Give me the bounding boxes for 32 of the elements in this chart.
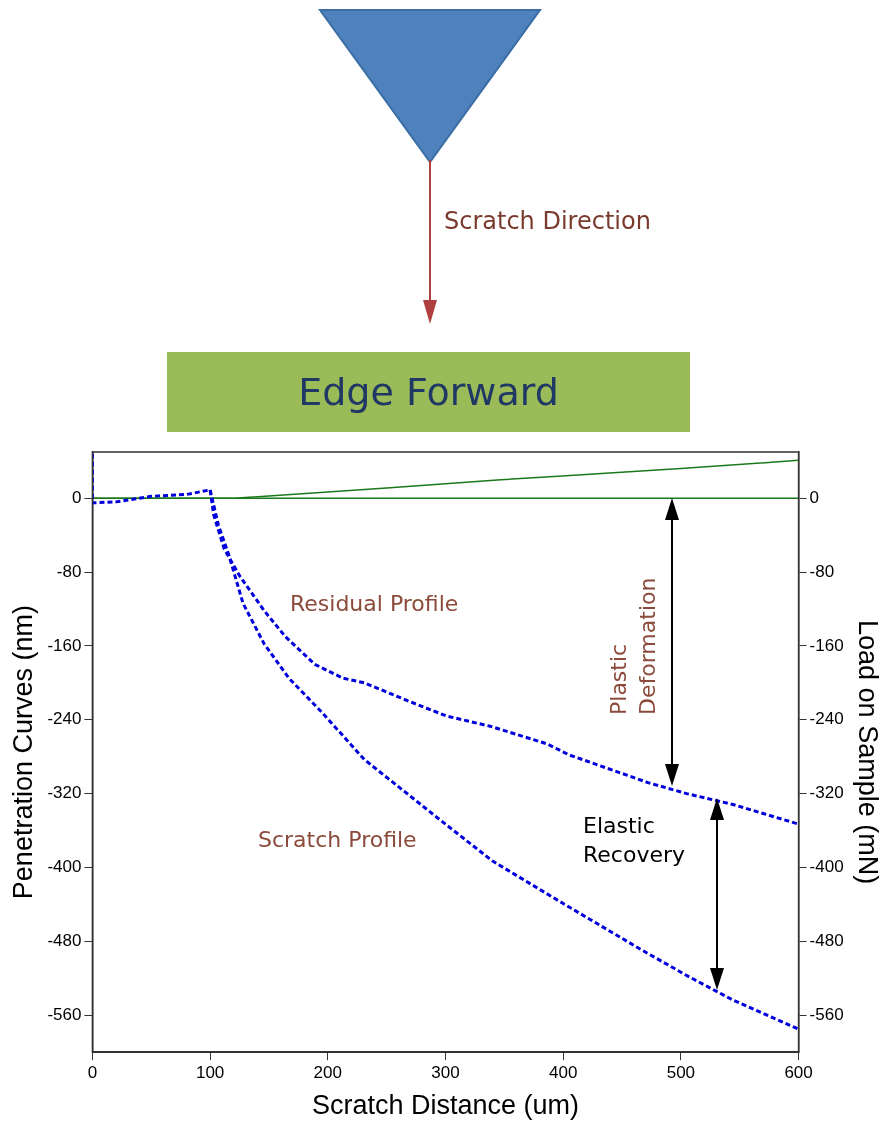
y2-tick-label: -80 bbox=[809, 561, 835, 581]
x-tick-label: 100 bbox=[195, 1063, 225, 1083]
text: Scratch Direction bbox=[444, 206, 652, 237]
y-axis-title: Penetration Curves (nm) bbox=[7, 605, 38, 900]
y2-tick-label: -240 bbox=[809, 709, 844, 729]
annotation: Plastic Deformation bbox=[605, 576, 661, 715]
y-tick-label: -560 bbox=[47, 1004, 82, 1024]
x-tick-label: 400 bbox=[549, 1063, 578, 1083]
x-tick-label: 0 bbox=[87, 1063, 98, 1083]
y2-axis-title: Load on Sample (mN) bbox=[853, 620, 884, 885]
y2-tick-label: -480 bbox=[809, 931, 844, 951]
y-tick-label: -320 bbox=[47, 783, 82, 803]
y-tick-label: -240 bbox=[47, 709, 82, 729]
x-tick-label: 600 bbox=[784, 1063, 813, 1083]
annotation: Residual Profile bbox=[290, 590, 460, 618]
text: Edge Forward bbox=[297, 369, 560, 416]
y2-tick-label: 0 bbox=[809, 487, 820, 507]
y-tick-label: -80 bbox=[56, 561, 82, 581]
annotation: Scratch Profile bbox=[258, 826, 418, 854]
y2-tick-label: -400 bbox=[809, 857, 844, 877]
x-tick-label: 200 bbox=[313, 1063, 342, 1083]
y2-tick-label: -560 bbox=[809, 1004, 844, 1024]
y2-tick-label: -160 bbox=[809, 635, 844, 655]
x-tick-label: 300 bbox=[431, 1063, 460, 1083]
y-tick-label: 0 bbox=[71, 487, 82, 507]
annotation: Elastic Recovery bbox=[583, 812, 686, 869]
y-tick-label: -160 bbox=[47, 635, 82, 655]
y-tick-label: -400 bbox=[47, 857, 82, 877]
y-tick-label: -480 bbox=[47, 931, 82, 951]
x-tick-label: 500 bbox=[666, 1063, 696, 1083]
y2-tick-label: -320 bbox=[809, 783, 844, 803]
x-axis-title: Scratch Distance (um) bbox=[311, 1090, 580, 1121]
